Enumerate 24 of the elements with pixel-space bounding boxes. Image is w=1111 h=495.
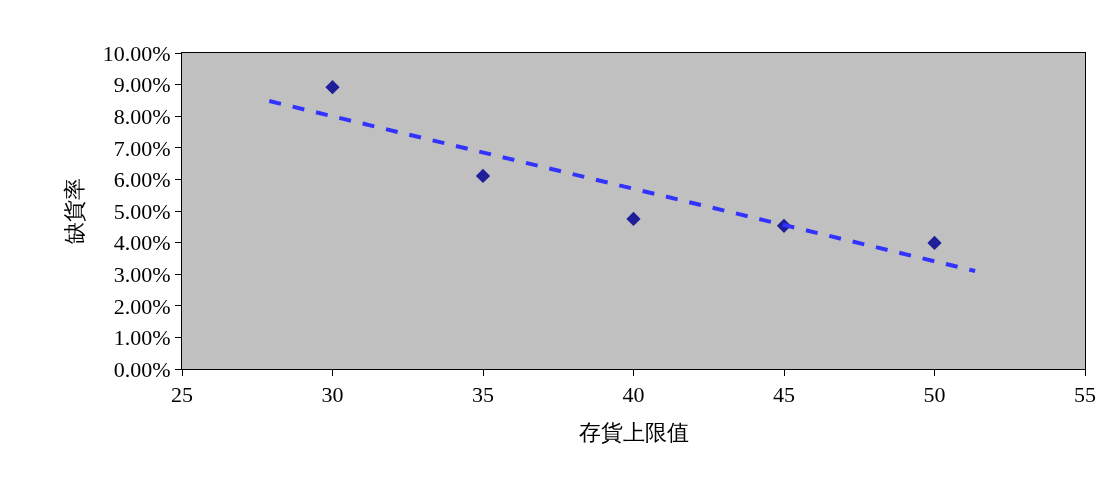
y-tick-label: 4.00% <box>113 230 171 256</box>
y-tick-label: 3.00% <box>113 261 171 287</box>
x-tick-label: 50 <box>923 382 946 408</box>
y-tick-label: 1.00% <box>113 325 171 351</box>
y-tick-label: 2.00% <box>113 293 171 319</box>
x-tick-label: 35 <box>472 382 494 408</box>
y-tick-label: 5.00% <box>113 198 171 224</box>
y-tick-label: 8.00% <box>113 103 171 129</box>
x-tick-label: 30 <box>321 382 344 408</box>
point <box>927 235 942 251</box>
y-tick-label: 9.00% <box>113 72 171 98</box>
y-tick-label: 7.00% <box>113 135 171 161</box>
x-axis-title: 存貨上限值 <box>578 420 689 446</box>
x-tick-label: 45 <box>773 382 795 408</box>
point <box>325 79 340 95</box>
y-tick-label: 10.00% <box>102 40 171 66</box>
y-axis-title: 缺貨率 <box>61 178 87 244</box>
y-tick-label: 6.00% <box>113 167 171 193</box>
y-tick-label: 0.00% <box>113 356 171 382</box>
x-tick-label: 25 <box>171 382 193 408</box>
point <box>475 168 491 184</box>
x-tick-label: 55 <box>1074 382 1096 408</box>
x-tick-label: 40 <box>622 382 645 408</box>
point <box>626 211 641 227</box>
